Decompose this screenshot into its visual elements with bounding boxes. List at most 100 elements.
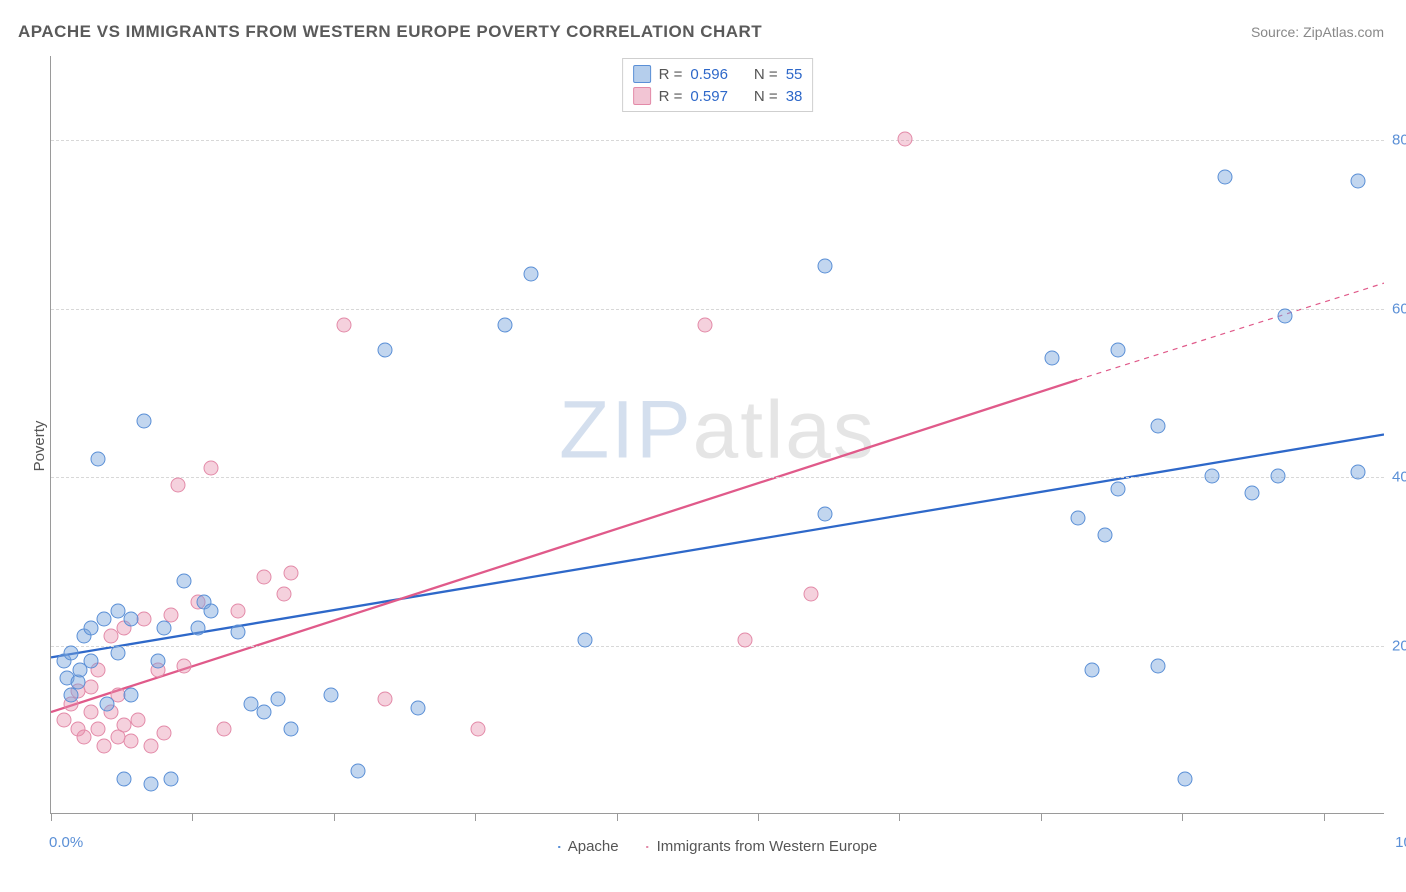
scatter-point: [470, 721, 485, 736]
scatter-point: [257, 704, 272, 719]
scatter-point: [217, 721, 232, 736]
x-tick: [1182, 813, 1183, 821]
y-tick-label: 80.0%: [1392, 132, 1406, 149]
scatter-point: [817, 258, 832, 273]
scatter-point: [1204, 469, 1219, 484]
x-tick: [899, 813, 900, 821]
scatter-point: [1084, 662, 1099, 677]
scatter-point: [117, 772, 132, 787]
scatter-point: [137, 414, 152, 429]
scatter-point: [377, 692, 392, 707]
scatter-point: [84, 704, 99, 719]
scatter-point: [137, 612, 152, 627]
scatter-point: [577, 633, 592, 648]
legend-item-series2: Immigrants from Western Europe: [647, 838, 878, 855]
scatter-point: [817, 507, 832, 522]
scatter-point: [204, 603, 219, 618]
scatter-point: [1351, 174, 1366, 189]
y-axis-label: Poverty: [31, 421, 48, 472]
scatter-point: [377, 342, 392, 357]
scatter-point: [524, 266, 539, 281]
scatter-point: [64, 645, 79, 660]
scatter-point: [410, 700, 425, 715]
scatter-point: [324, 688, 339, 703]
watermark-rest: atlas: [693, 384, 876, 475]
x-tick: [1041, 813, 1042, 821]
scatter-point: [84, 679, 99, 694]
scatter-point: [164, 772, 179, 787]
scatter-point: [157, 620, 172, 635]
swatch-blue-icon: [558, 846, 560, 848]
scatter-point: [350, 763, 365, 778]
scatter-point: [170, 477, 185, 492]
y-tick-label: 40.0%: [1392, 469, 1406, 486]
x-tick: [1324, 813, 1325, 821]
scatter-point: [104, 629, 119, 644]
stats-legend-box: R = 0.596 N = 55 R = 0.597 N = 38: [622, 58, 814, 112]
scatter-point: [804, 587, 819, 602]
scatter-point: [230, 624, 245, 639]
chart-container: APACHE VS IMMIGRANTS FROM WESTERN EUROPE…: [0, 0, 1406, 892]
scatter-point: [97, 612, 112, 627]
scatter-point: [157, 726, 172, 741]
x-axis-max-label: 100.0%: [1395, 834, 1406, 851]
scatter-point: [337, 317, 352, 332]
n-value-series1: 55: [786, 66, 803, 83]
scatter-point: [257, 570, 272, 585]
scatter-point: [1111, 342, 1126, 357]
chart-title: APACHE VS IMMIGRANTS FROM WESTERN EUROPE…: [18, 22, 762, 42]
scatter-point: [270, 692, 285, 707]
x-axis-min-label: 0.0%: [49, 834, 83, 851]
scatter-point: [84, 620, 99, 635]
scatter-point: [1177, 772, 1192, 787]
scatter-point: [90, 452, 105, 467]
gridline: [51, 309, 1384, 310]
swatch-blue-icon: [633, 65, 651, 83]
scatter-point: [97, 738, 112, 753]
swatch-pink-icon: [647, 846, 649, 848]
legend-item-series1: Apache: [558, 838, 619, 855]
y-tick-label: 20.0%: [1392, 637, 1406, 654]
x-tick: [334, 813, 335, 821]
scatter-point: [284, 721, 299, 736]
scatter-point: [230, 603, 245, 618]
scatter-point: [697, 317, 712, 332]
scatter-point: [1151, 658, 1166, 673]
scatter-point: [150, 654, 165, 669]
scatter-point: [1151, 418, 1166, 433]
swatch-pink-icon: [633, 87, 651, 105]
scatter-point: [1351, 464, 1366, 479]
scatter-point: [124, 612, 139, 627]
plot-area: ZIPatlas R = 0.596 N = 55 R = 0.597 N = …: [50, 56, 1384, 814]
gridline: [51, 140, 1384, 141]
scatter-point: [1244, 485, 1259, 500]
scatter-point: [204, 460, 219, 475]
r-value-series2: 0.597: [690, 88, 728, 105]
scatter-point: [1111, 481, 1126, 496]
watermark-brand: ZIP: [559, 384, 693, 475]
stats-row-series1: R = 0.596 N = 55: [633, 63, 803, 85]
scatter-point: [110, 645, 125, 660]
source-value: ZipAtlas.com: [1303, 24, 1384, 40]
series-legend: Apache Immigrants from Western Europe: [558, 838, 878, 855]
scatter-point: [90, 721, 105, 736]
scatter-point: [1217, 170, 1232, 185]
scatter-point: [1071, 511, 1086, 526]
y-tick-label: 60.0%: [1392, 300, 1406, 317]
scatter-point: [77, 730, 92, 745]
scatter-point: [177, 574, 192, 589]
source-attribution: Source: ZipAtlas.com: [1251, 24, 1384, 40]
scatter-point: [70, 675, 85, 690]
scatter-point: [284, 565, 299, 580]
scatter-point: [897, 132, 912, 147]
scatter-point: [497, 317, 512, 332]
scatter-point: [1277, 309, 1292, 324]
scatter-point: [144, 738, 159, 753]
n-label: N =: [754, 66, 778, 83]
stats-row-series2: R = 0.597 N = 38: [633, 85, 803, 107]
scatter-point: [1044, 351, 1059, 366]
n-label: N =: [754, 88, 778, 105]
x-tick: [758, 813, 759, 821]
n-value-series2: 38: [786, 88, 803, 105]
scatter-point: [130, 713, 145, 728]
